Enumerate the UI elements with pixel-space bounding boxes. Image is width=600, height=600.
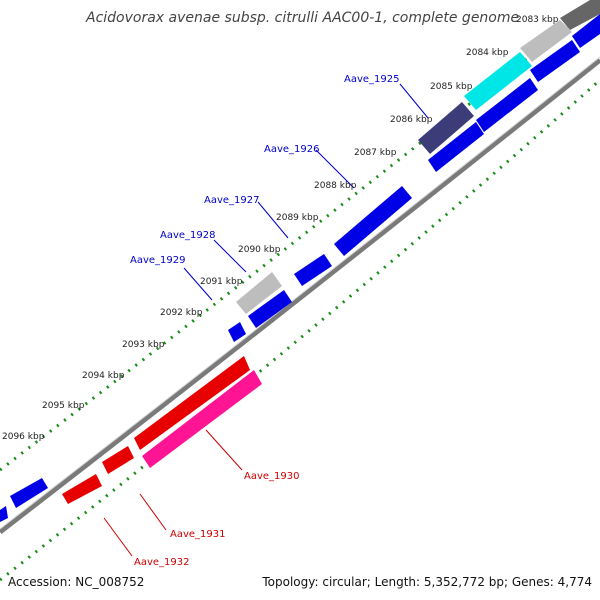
tick-labels: 2083 kbp 2084 kbp 2085 kbp 2086 kbp 2087… — [2, 15, 559, 442]
feature-red-mid[interactable] — [102, 446, 134, 474]
accession-text: Accession: NC_008752 — [8, 575, 144, 589]
gene-label-aave-1925[interactable]: Aave_1925 — [344, 74, 400, 85]
tick-2088: 2088 kbp — [314, 181, 357, 191]
feature-cyan[interactable] — [464, 52, 532, 110]
gene-label-aave-1929[interactable]: Aave_1929 — [130, 255, 186, 266]
feature-red-long[interactable] — [134, 356, 250, 450]
feature-light-grey[interactable] — [520, 20, 572, 62]
feature-blue-edge[interactable] — [0, 506, 8, 522]
tick-2090: 2090 kbp — [238, 245, 281, 255]
feature-blue-3[interactable] — [228, 322, 246, 342]
tick-2093: 2093 kbp — [122, 340, 165, 350]
feature-blue-2[interactable] — [294, 254, 332, 286]
feature-blue-r3[interactable] — [476, 78, 538, 132]
feature-blue-r4[interactable] — [428, 122, 484, 172]
genome-backbone-highlight — [0, 56, 600, 530]
genome-backbone — [0, 58, 600, 534]
gene-labels: Aave_1925 Aave_1926 Aave_1927 Aave_1928 … — [130, 74, 400, 568]
tick-2092: 2092 kbp — [160, 308, 203, 318]
gene-label-aave-1931[interactable]: Aave_1931 — [170, 529, 226, 540]
feature-grey-top[interactable] — [560, 0, 600, 30]
tick-2096: 2096 kbp — [2, 432, 45, 442]
gene-label-aave-1927[interactable]: Aave_1927 — [204, 195, 260, 206]
gene-label-aave-1926[interactable]: Aave_1926 — [264, 144, 320, 155]
forward-features — [228, 0, 600, 342]
gene-label-aave-1930[interactable]: Aave_1930 — [244, 471, 300, 482]
gene-label-aave-1932[interactable]: Aave_1932 — [134, 557, 190, 568]
tick-2089: 2089 kbp — [276, 213, 319, 223]
leader-lines-red — [103, 429, 243, 557]
feature-blue-r1[interactable] — [572, 14, 600, 48]
feature-grey-mid[interactable] — [236, 272, 282, 314]
page-title: Acidovorax avenae subsp. citrulli AAC00-… — [85, 10, 519, 26]
feature-pink[interactable] — [142, 370, 262, 468]
gene-label-aave-1928[interactable]: Aave_1928 — [160, 230, 216, 241]
reverse-features — [62, 356, 262, 504]
tick-2084: 2084 kbp — [466, 48, 509, 58]
leader-lines-blue — [183, 83, 429, 301]
tick-2083: 2083 kbp — [516, 15, 559, 25]
tick-2091: 2091 kbp — [200, 277, 243, 287]
feature-blue-r2[interactable] — [530, 40, 580, 82]
summary-text: Topology: circular; Length: 5,352,772 bp… — [261, 575, 592, 589]
feature-navy[interactable] — [418, 102, 474, 154]
tick-2095: 2095 kbp — [42, 401, 85, 411]
tick-2087: 2087 kbp — [354, 148, 397, 158]
gc-track-outer — [0, 0, 600, 472]
feature-blue-1[interactable] — [334, 186, 412, 256]
feature-blue-r5[interactable] — [248, 290, 292, 328]
feature-blue-left[interactable] — [10, 478, 48, 508]
inner-features — [0, 14, 600, 522]
tick-2085: 2085 kbp — [430, 82, 473, 92]
feature-red-small[interactable] — [62, 474, 102, 504]
gc-track-inner — [0, 78, 600, 582]
tick-2086: 2086 kbp — [390, 115, 433, 125]
tick-2094: 2094 kbp — [82, 371, 125, 381]
